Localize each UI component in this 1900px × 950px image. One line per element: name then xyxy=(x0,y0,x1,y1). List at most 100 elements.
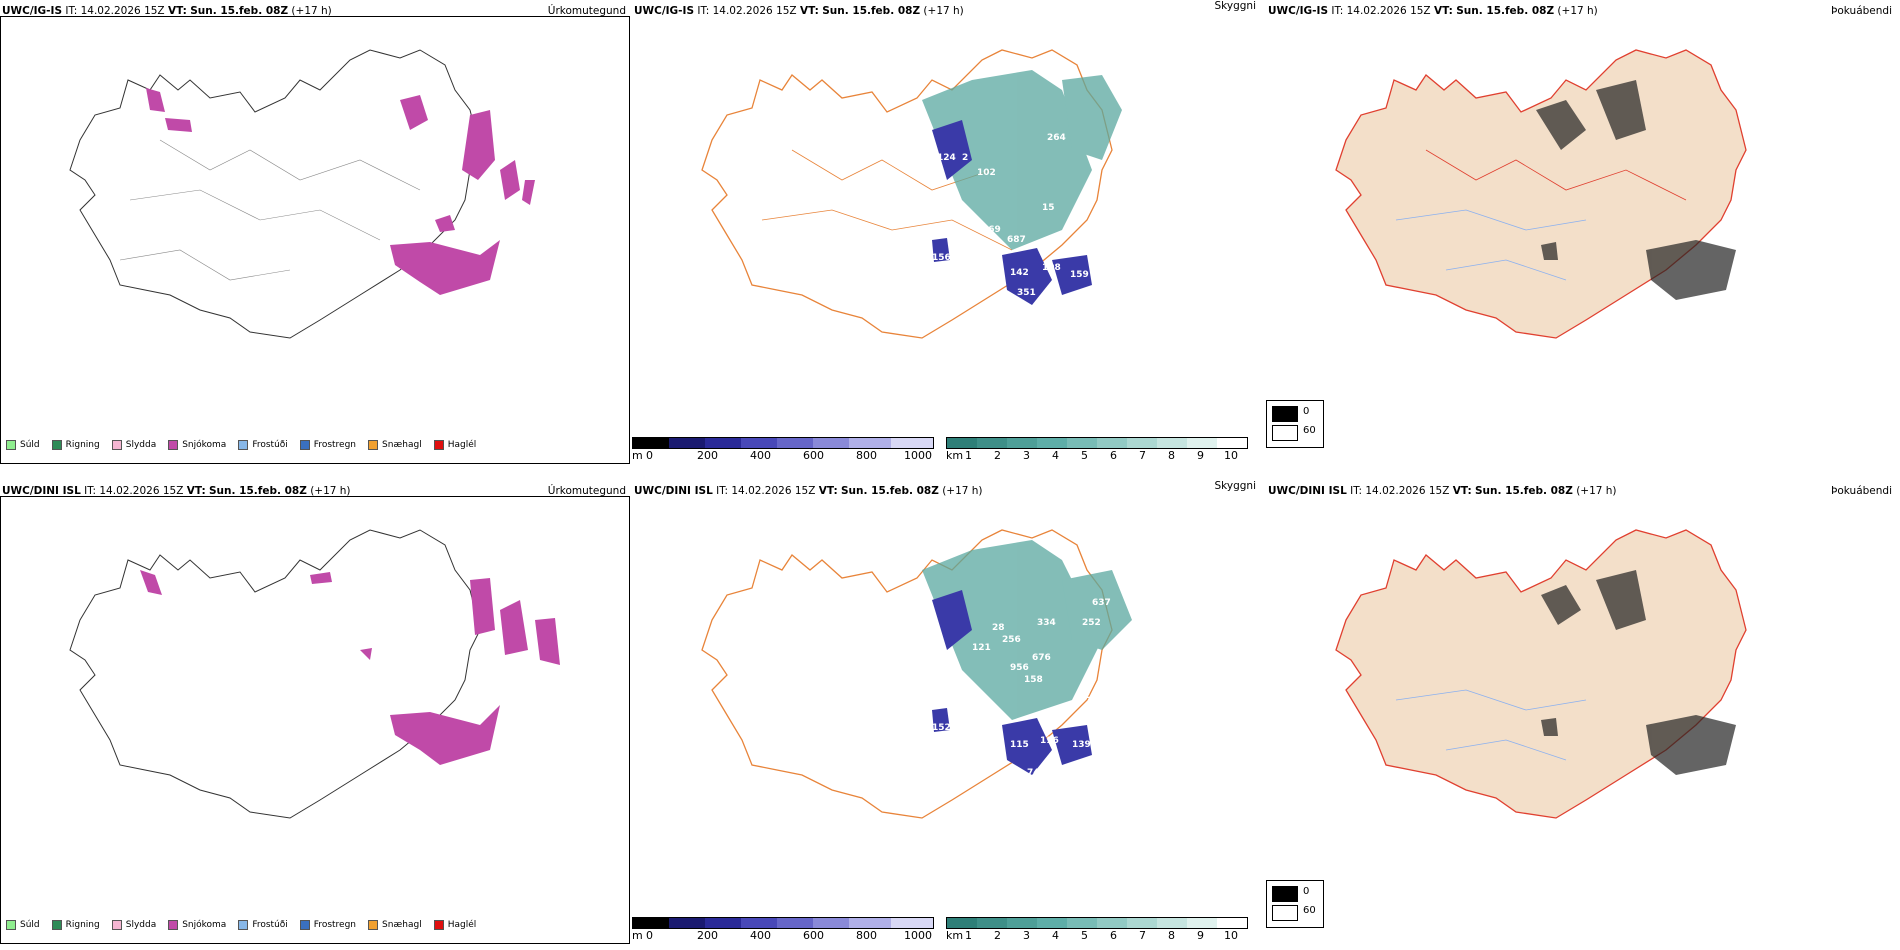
visibility-panel-row1: UWC/IG-IS IT: 14.02.2026 15Z VT: Sun. 15… xyxy=(632,0,1262,465)
vis-tick: 7 xyxy=(1139,929,1146,942)
cb-tick: 0 xyxy=(646,449,653,462)
cb-tick: 600 xyxy=(803,449,824,462)
visibility-map: 264 124 2 102 285 15 281 156 669 687 142… xyxy=(701,49,1151,339)
vis-tick: 5 xyxy=(1081,449,1088,462)
legend-item: Frostúði xyxy=(238,920,288,930)
panel-type-title: Þokuábendi xyxy=(1831,485,1892,497)
vis-tick: 5 xyxy=(1081,929,1088,942)
precip-map xyxy=(69,49,535,339)
cloud-label: 676 xyxy=(1032,653,1051,663)
vis-tick: 2 xyxy=(994,449,1001,462)
cloudbase-colorbar xyxy=(632,917,934,929)
cloud-label: 744 xyxy=(1027,768,1046,778)
cb-tick: 200 xyxy=(697,449,718,462)
visibility-map: 334 637 28 252 256 121 676 956 158 422 2… xyxy=(701,529,1133,819)
panel-frame xyxy=(0,496,630,944)
vis-tick: 2 xyxy=(994,929,1001,942)
vis-tick: 4 xyxy=(1052,449,1059,462)
cloud-label: 956 xyxy=(1010,663,1029,673)
fog-areas xyxy=(1541,570,1736,775)
cb-tick: 800 xyxy=(856,929,877,942)
cb-tick: 400 xyxy=(750,449,771,462)
visibility-unit: km xyxy=(946,449,964,462)
legend-item: Snæhagl xyxy=(368,440,422,450)
cloud-label: 669 xyxy=(982,225,1001,235)
cloud-label: 124 xyxy=(937,153,956,163)
panel-type-title: Úrkomutegund xyxy=(547,5,626,17)
vis-tick: 10 xyxy=(1224,449,1238,462)
legend-item: Snjókoma xyxy=(168,440,226,450)
cloud-label: 102 xyxy=(977,168,996,178)
vis-tick: 8 xyxy=(1168,449,1175,462)
cloud-label: 408 xyxy=(1037,303,1056,313)
panel-frame xyxy=(0,16,630,464)
cb-tick: 200 xyxy=(697,929,718,942)
fog-legend-label: 60 xyxy=(1303,425,1316,436)
vis-tick: 7 xyxy=(1139,449,1146,462)
legend-item: Haglél xyxy=(433,920,476,930)
cloudbase-unit: m xyxy=(632,929,643,942)
legend-item: Snæhagl xyxy=(368,920,422,930)
panel-header: UWC/IG-IS IT: 14.02.2026 15Z VT: Sun. 15… xyxy=(2,5,332,17)
fog-map xyxy=(1335,529,1747,819)
panel-header: UWC/DINI ISL IT: 14.02.2026 15Z VT: Sun.… xyxy=(634,485,983,497)
legend-item: Rigning xyxy=(51,920,100,930)
cloud-label: 285 xyxy=(1112,161,1131,171)
vis-tick: 3 xyxy=(1023,929,1030,942)
cloud-label: 256 xyxy=(1002,635,1021,645)
cloud-label: 159 xyxy=(1070,270,1089,280)
legend-item: Frostregn xyxy=(299,920,356,930)
panel-header: UWC/DINI ISL IT: 14.02.2026 15Z VT: Sun.… xyxy=(2,485,351,497)
visibility-colorbar xyxy=(946,437,1248,449)
cloud-label: 24 xyxy=(1084,691,1097,701)
panel-header: UWC/IG-IS IT: 14.02.2026 15Z VT: Sun. 15… xyxy=(634,5,964,17)
cloud-label: 110 xyxy=(1095,738,1114,748)
precip-type-legend: Súld Rigning Slydda Snjókoma Frostúði Fr… xyxy=(6,440,488,450)
cloud-label: 121 xyxy=(972,643,991,653)
panel-type-title: Þokuábendi xyxy=(1831,5,1892,17)
cloud-base-labels: 334 637 28 252 256 121 676 956 158 422 2… xyxy=(932,598,1133,778)
legend-item: Rigning xyxy=(51,440,100,450)
panel-type-title: Skyggni xyxy=(1214,480,1257,492)
cloud-label: 15 xyxy=(1042,203,1055,213)
precip-type-legend: Súld Rigning Slydda Snjókoma Frostúði Fr… xyxy=(6,920,488,930)
cloud-label: 152 xyxy=(932,723,951,733)
cloud-base-labels: 264 124 2 102 285 15 281 156 669 687 142… xyxy=(932,133,1151,313)
panel-type-title: Úrkomutegund xyxy=(547,485,626,497)
precip-map xyxy=(69,529,560,819)
fog-legend-label: 0 xyxy=(1303,886,1310,897)
fog-legend: 0 60 xyxy=(1266,880,1324,928)
visibility-unit: km xyxy=(946,929,964,942)
legend-item: Slydda xyxy=(111,440,156,450)
cloud-label: 116 xyxy=(1040,736,1059,746)
cloud-label: 687 xyxy=(1007,235,1026,245)
cb-tick: 1000 xyxy=(904,449,932,462)
vis-tick: 8 xyxy=(1168,929,1175,942)
visibility-panel-row2: UWC/DINI ISL IT: 14.02.2026 15Z VT: Sun.… xyxy=(632,480,1262,945)
fog-legend-label: 60 xyxy=(1303,905,1316,916)
cloud-label: 158 xyxy=(1024,675,1043,685)
vis-tick: 3 xyxy=(1023,449,1030,462)
fog-areas xyxy=(1536,80,1736,300)
snow-areas xyxy=(140,570,560,765)
cloud-label: 252 xyxy=(1082,618,1101,628)
legend-item: Súld xyxy=(6,440,40,450)
cb-tick: 1000 xyxy=(904,929,932,942)
cloud-label: 637 xyxy=(1092,598,1111,608)
vis-tick: 10 xyxy=(1224,929,1238,942)
panel-type-title: Skyggni xyxy=(1214,0,1257,12)
visibility-colorbar xyxy=(946,917,1248,929)
cb-tick: 600 xyxy=(803,929,824,942)
panel-header: UWC/DINI ISL IT: 14.02.2026 15Z VT: Sun.… xyxy=(1268,485,1617,497)
fog-legend: 0 60 xyxy=(1266,400,1324,448)
fog-index-panel-row1: UWC/IG-IS IT: 14.02.2026 15Z VT: Sun. 15… xyxy=(1266,0,1896,465)
vis-tick: 1 xyxy=(965,449,972,462)
panel-header: UWC/IG-IS IT: 14.02.2026 15Z VT: Sun. 15… xyxy=(1268,5,1598,17)
cloud-label: 124 xyxy=(1093,265,1112,275)
cloud-label: 28 xyxy=(992,623,1005,633)
low-visibility-areas xyxy=(922,70,1122,250)
vis-tick: 6 xyxy=(1110,929,1117,942)
cloud-label: 142 xyxy=(1010,268,1029,278)
low-visibility-areas xyxy=(922,540,1132,720)
legend-item: Frostúði xyxy=(238,440,288,450)
